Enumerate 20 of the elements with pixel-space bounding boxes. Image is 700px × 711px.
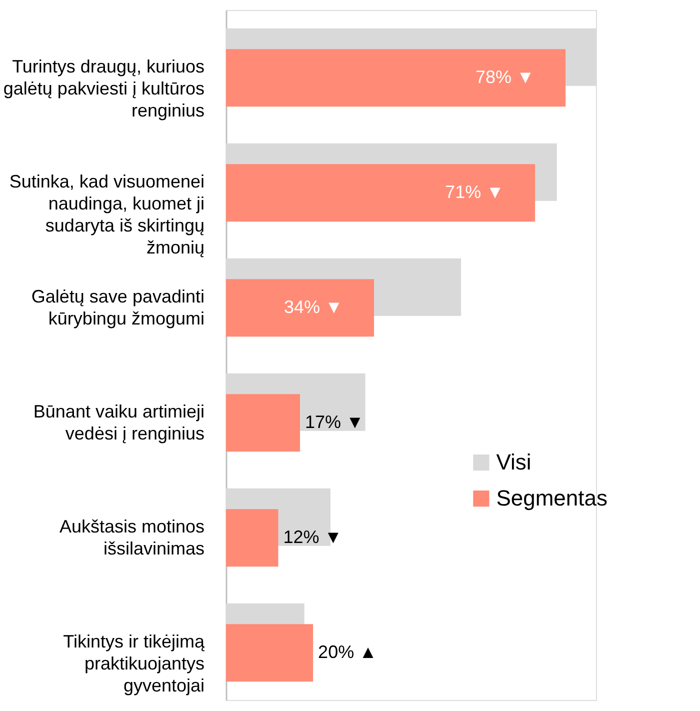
bar <box>226 49 566 107</box>
bar <box>226 164 536 222</box>
data-label: 12% ▼ <box>283 526 342 547</box>
bar <box>226 279 374 337</box>
bar <box>226 394 300 452</box>
data-label: 17% ▼ <box>305 412 364 432</box>
data-label: 34% ▼ <box>284 296 343 317</box>
y-tick-label: Sutinka, kad visuomenei naudinga, kuomet ji sudaryta iš skirtingų žmonių <box>9 172 204 258</box>
legend-label: Segmentas <box>496 486 608 511</box>
y-tick-label: Tikintys ir tikėjimą praktikuojantys gyventojai <box>63 632 206 696</box>
data-label: 78% ▼ <box>476 66 534 87</box>
data-label: 20% ▲ <box>318 642 377 662</box>
data-label: 71% ▼ <box>445 182 504 202</box>
y-tick-label: Turintys draugų, kuriuos galėtų pakviesti į kultūros renginius <box>3 56 204 120</box>
bar <box>226 509 278 567</box>
y-tick-label: Būnant vaiku artimieji vedėsi į renginius <box>33 402 204 444</box>
y-tick-label: Galėtų save pavadinti kūrybingu žmogumi <box>31 286 204 328</box>
legend-label: Visi <box>496 450 532 475</box>
y-tick-label: Aukštasis motinos išsilavinimas <box>59 516 204 558</box>
bar <box>226 624 314 682</box>
